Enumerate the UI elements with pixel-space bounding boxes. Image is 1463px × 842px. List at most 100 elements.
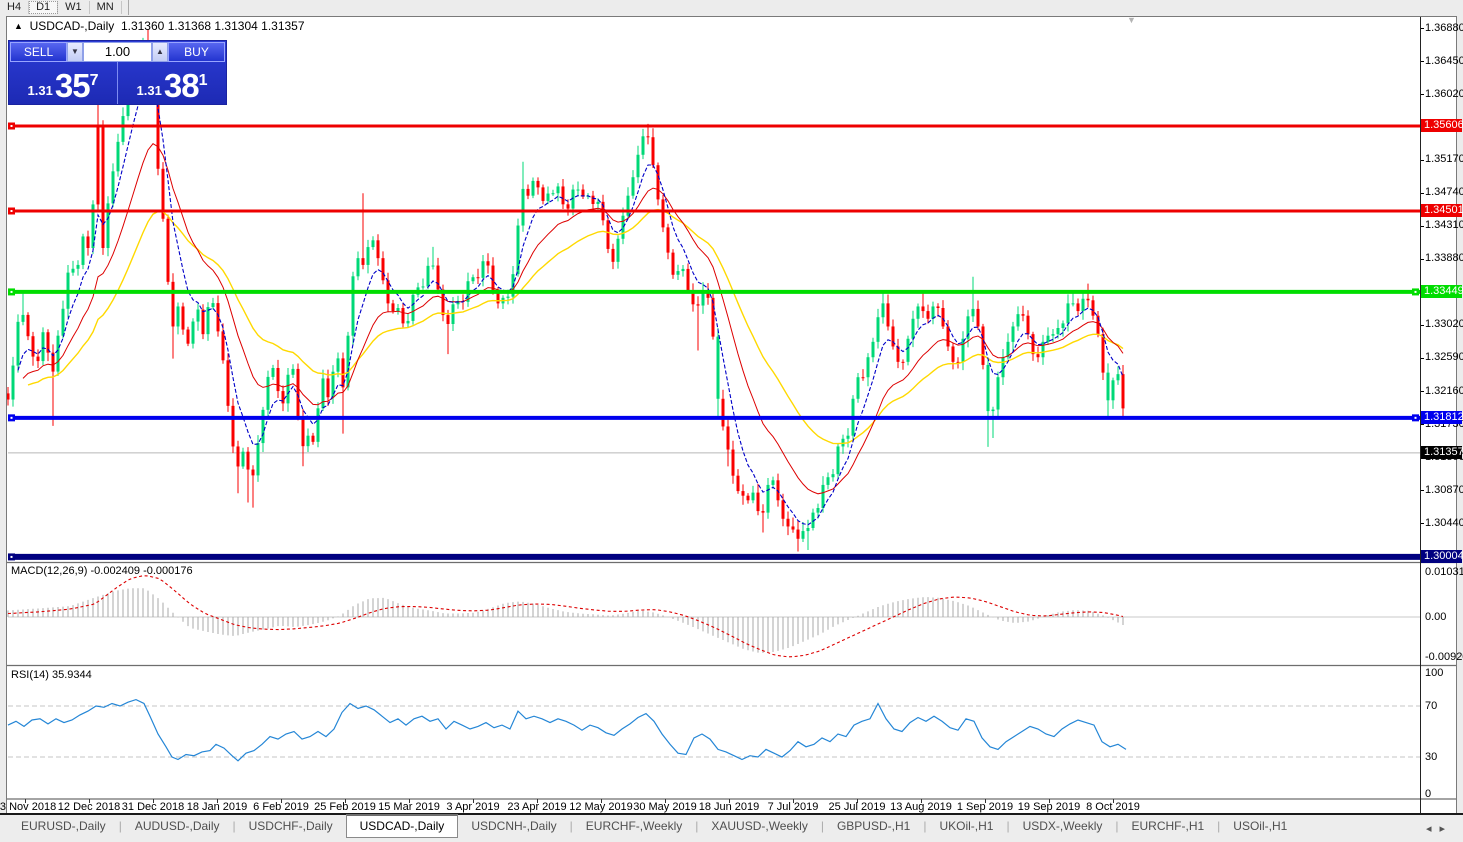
- price-axis-tick: [1421, 226, 1424, 227]
- date-label: 25 Jul 2019: [828, 801, 886, 813]
- date-label: 18 Jan 2019: [186, 801, 248, 813]
- volume-increase-button[interactable]: ▲: [152, 42, 168, 62]
- price-axis-tick: [1421, 424, 1424, 425]
- price-axis-label-1.30440: 1.30440: [1425, 517, 1463, 529]
- buy-price-display[interactable]: 1.31 38 1: [118, 62, 226, 104]
- tab-separator: |: [1006, 819, 1010, 833]
- date-label: 19 Sep 2019: [1017, 801, 1081, 813]
- date-label: 23 Nov 2018: [0, 801, 57, 813]
- toolbar-separator: [127, 0, 129, 15]
- chart-tab-usoil-h1[interactable]: USOil-,H1: [1233, 819, 1288, 833]
- price-axis-tick: [1421, 259, 1424, 260]
- rsi-axis-label-30: 30: [1425, 751, 1438, 763]
- tab-separator: |: [923, 819, 927, 833]
- sell-price-display[interactable]: 1.31 35 7: [9, 62, 118, 104]
- buy-price-small: 1.31: [136, 83, 162, 98]
- date-label: 15 Mar 2019: [378, 801, 440, 813]
- sell-price-small: 1.31: [27, 83, 53, 98]
- sell-button[interactable]: SELL: [10, 42, 67, 62]
- bid-price-tag: 1.31357: [1421, 446, 1463, 459]
- date-label: 8 Oct 2019: [1086, 801, 1140, 813]
- price-axis-label-1.34740: 1.34740: [1425, 186, 1463, 198]
- chart-shift-marker-icon[interactable]: ▼: [1127, 15, 1136, 25]
- date-label: 7 Jul 2019: [767, 801, 819, 813]
- buy-price-sup: 1: [198, 72, 208, 89]
- chart-tab-xauusd-weekly[interactable]: XAUUSD-,Weekly: [711, 819, 808, 833]
- quote-close: 1.31357: [261, 19, 305, 33]
- chart-tab-gbpusd-h1[interactable]: GBPUSD-,H1: [836, 819, 911, 833]
- rsi-label: RSI(14) 35.9344: [11, 669, 92, 681]
- price-axis-label-1.32590: 1.32590: [1425, 351, 1463, 363]
- date-label: 1 Sep 2019: [956, 801, 1014, 813]
- tab-separator: |: [695, 819, 699, 833]
- tab-scroll-left-icon[interactable]: ◂: [1425, 823, 1440, 835]
- timeframe-button-h4[interactable]: H4: [0, 1, 30, 14]
- price-tag-1.34501: 1.34501: [1421, 204, 1463, 217]
- chart-tab-ukoil-h1[interactable]: UKOil-,H1: [939, 819, 994, 833]
- chart-tab-eurchf-h1[interactable]: EURCHF-,H1: [1131, 819, 1205, 833]
- buy-button[interactable]: BUY: [168, 42, 225, 62]
- chart-window: [6, 16, 1457, 814]
- chart-tab-usdcad-daily[interactable]: USDCAD-,Daily: [345, 814, 459, 838]
- rsi-value: 35.9344: [51, 669, 92, 681]
- price-axis-tick: [1421, 523, 1424, 524]
- chart-tab-eurchf-weekly[interactable]: EURCHF-,Weekly: [585, 819, 683, 833]
- tab-separator: |: [1115, 819, 1119, 833]
- date-label: 18 Jun 2019: [698, 801, 760, 813]
- volume-input[interactable]: 1.00: [83, 42, 152, 62]
- quote-low: 1.31304: [214, 19, 258, 33]
- macd-axis-label--0.009203: -0.009203: [1425, 651, 1463, 663]
- timeframe-button-d1[interactable]: D1: [29, 1, 59, 14]
- price-tag-1.31812: 1.31812: [1421, 411, 1463, 424]
- date-label: 13 Aug 2019: [890, 801, 952, 813]
- collapse-triangle-icon[interactable]: ▲: [14, 21, 23, 31]
- tabbar-top-border: [0, 813, 1463, 815]
- tab-separator: |: [1217, 819, 1221, 833]
- macd-axis-label-0.00: 0.00: [1425, 611, 1447, 623]
- chart-tab-audusd-daily[interactable]: AUDUSD-,Daily: [134, 819, 220, 833]
- price-axis-tick: [1421, 358, 1424, 359]
- date-label: 31 Dec 2018: [121, 801, 185, 813]
- price-axis-tick: [1421, 391, 1424, 392]
- sell-price-sup: 7: [89, 72, 99, 89]
- macd-value-2: -0.000176: [143, 565, 193, 577]
- timeframe-button-mn[interactable]: MN: [90, 1, 122, 14]
- date-label: 30 May 2019: [633, 801, 697, 813]
- rsi-axis-label-100: 100: [1425, 667, 1444, 679]
- volume-decrease-button[interactable]: ▼: [67, 42, 83, 62]
- tab-separator: |: [820, 819, 824, 833]
- rsi-axis-label-0: 0: [1425, 788, 1432, 800]
- chart-tab-eurusd-daily[interactable]: EURUSD-,Daily: [21, 819, 106, 833]
- chart-symbol-title: USDCAD-,Daily: [29, 19, 115, 33]
- tab-separator: |: [232, 819, 236, 833]
- price-tag-1.33449: 1.33449: [1421, 285, 1463, 298]
- price-axis-label-1.35170: 1.35170: [1425, 153, 1463, 165]
- chart-tab-bar: EURUSD-,Daily | AUDUSD-,Daily | USDCHF-,Dail…: [0, 814, 1463, 842]
- price-axis-label-1.36880: 1.36880: [1425, 22, 1463, 34]
- price-axis-tick: [1421, 325, 1424, 326]
- quote-high: 1.31368: [167, 19, 212, 33]
- price-tag-1.30004: 1.30004: [1421, 550, 1463, 563]
- macd-label: MACD(12,26,9) -0.002409 -0.000176: [11, 565, 193, 577]
- tab-separator: |: [118, 819, 122, 833]
- date-label: 3 Apr 2019: [446, 801, 500, 813]
- price-axis-label-1.33880: 1.33880: [1425, 252, 1463, 264]
- sell-price-big: 35: [54, 67, 91, 104]
- price-axis-tick: [1421, 28, 1424, 29]
- tab-separator: |: [569, 819, 573, 833]
- date-label: 12 Dec 2018: [57, 801, 121, 813]
- chart-tab-usdx-weekly[interactable]: USDX-,Weekly: [1022, 819, 1103, 833]
- price-axis-tick: [1421, 193, 1424, 194]
- date-label: 6 Feb 2019: [253, 801, 309, 813]
- rsi-axis-label-70: 70: [1425, 700, 1438, 712]
- chart-title-bar: ▲ USDCAD-,Daily 1.31360 1.31368 1.31304 …: [14, 19, 305, 33]
- price-axis-label-1.32160: 1.32160: [1425, 385, 1463, 397]
- date-label: 23 Apr 2019: [507, 801, 567, 813]
- chart-tab-usdcnh-daily[interactable]: USDCNH-,Daily: [471, 819, 557, 833]
- tab-scroll-right-icon[interactable]: ▸: [1439, 823, 1453, 835]
- price-axis-label-1.36020: 1.36020: [1425, 88, 1463, 100]
- price-axis-label-1.33020: 1.33020: [1425, 318, 1463, 330]
- price-axis-tick: [1421, 490, 1424, 491]
- timeframe-button-w1[interactable]: W1: [58, 1, 90, 14]
- chart-tab-usdchf-daily[interactable]: USDCHF-,Daily: [248, 819, 333, 833]
